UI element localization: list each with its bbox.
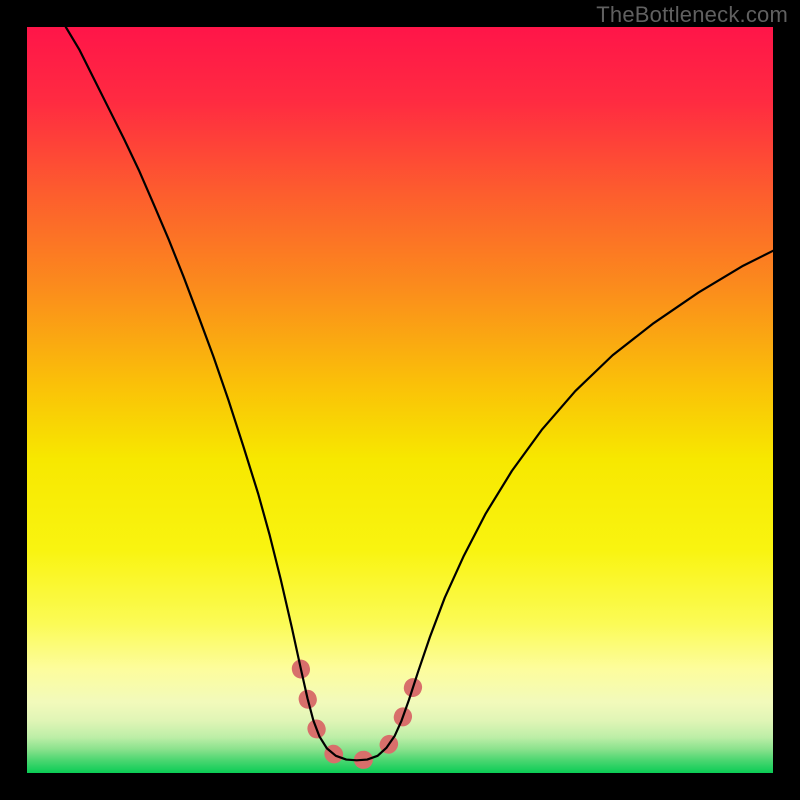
plot-area xyxy=(27,27,773,773)
watermark-text: TheBottleneck.com xyxy=(596,2,788,28)
curve-layer xyxy=(27,27,773,773)
bottleneck-curve xyxy=(66,27,773,760)
chart-container: TheBottleneck.com xyxy=(0,0,800,800)
